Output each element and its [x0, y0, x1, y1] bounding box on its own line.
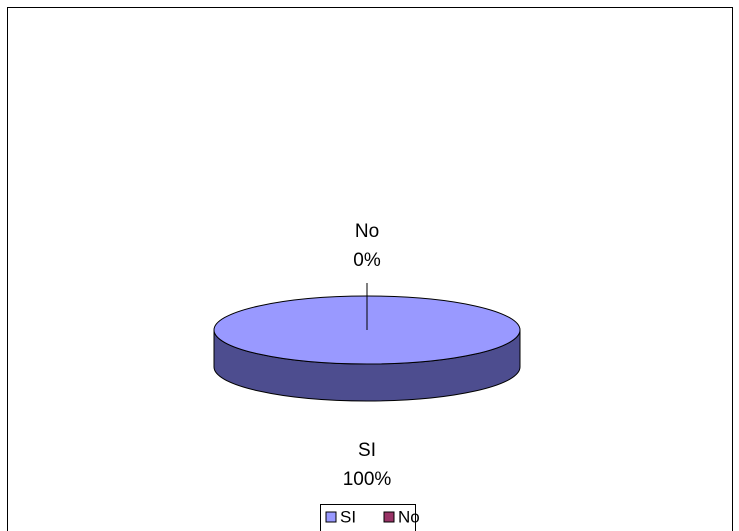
data-label: 100%	[343, 469, 392, 490]
chart-frame	[7, 7, 733, 531]
data-label-category: SI	[358, 440, 376, 461]
data-label-category: No	[355, 221, 379, 242]
data-label: 0%	[353, 250, 381, 271]
legend-swatch	[383, 511, 395, 523]
legend-label: No	[398, 507, 420, 526]
legend-label: SI	[340, 507, 356, 526]
legend-swatch	[325, 511, 337, 523]
